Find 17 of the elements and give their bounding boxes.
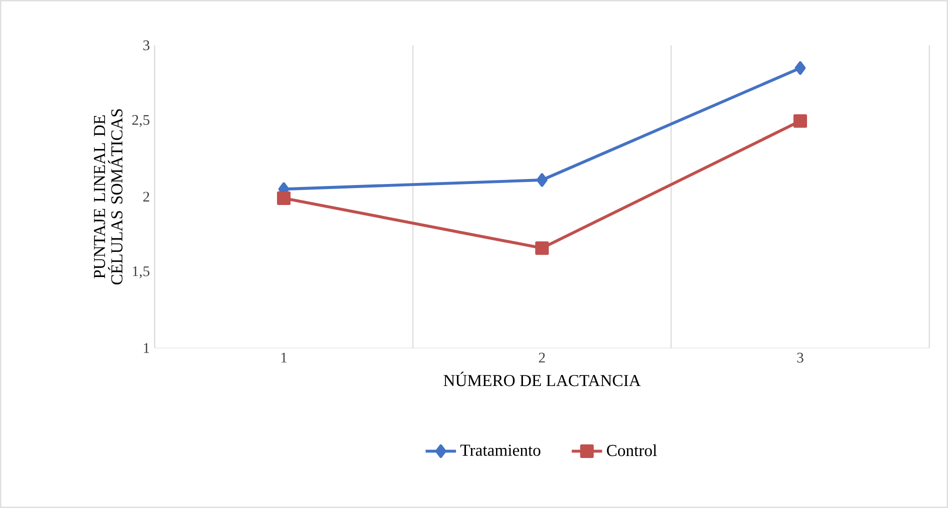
y-tick-label: 2 — [143, 192, 150, 202]
point — [793, 114, 808, 128]
point — [536, 173, 548, 187]
point — [276, 191, 291, 205]
point — [535, 241, 549, 255]
x-tick-label: 2 — [538, 352, 545, 362]
point — [794, 61, 806, 75]
y-tick-label: 3 — [143, 40, 150, 50]
legend-label: Control — [606, 444, 657, 456]
x-axis-title: NÚMERO DE LACTANCIA — [444, 372, 641, 386]
x-tick-label: 1 — [281, 352, 287, 362]
y-tick-label: 1 — [144, 343, 150, 353]
legend-label: Tratamiento — [460, 444, 540, 456]
y-tick-label: 2,5 — [132, 115, 150, 127]
y-axis-title: PUNTAJE LINEAL DE CÉLULAS SOMÁTICAS — [94, 109, 122, 284]
y-tick-label: 1,5 — [132, 266, 150, 278]
x-tick-label: 3 — [797, 352, 804, 363]
